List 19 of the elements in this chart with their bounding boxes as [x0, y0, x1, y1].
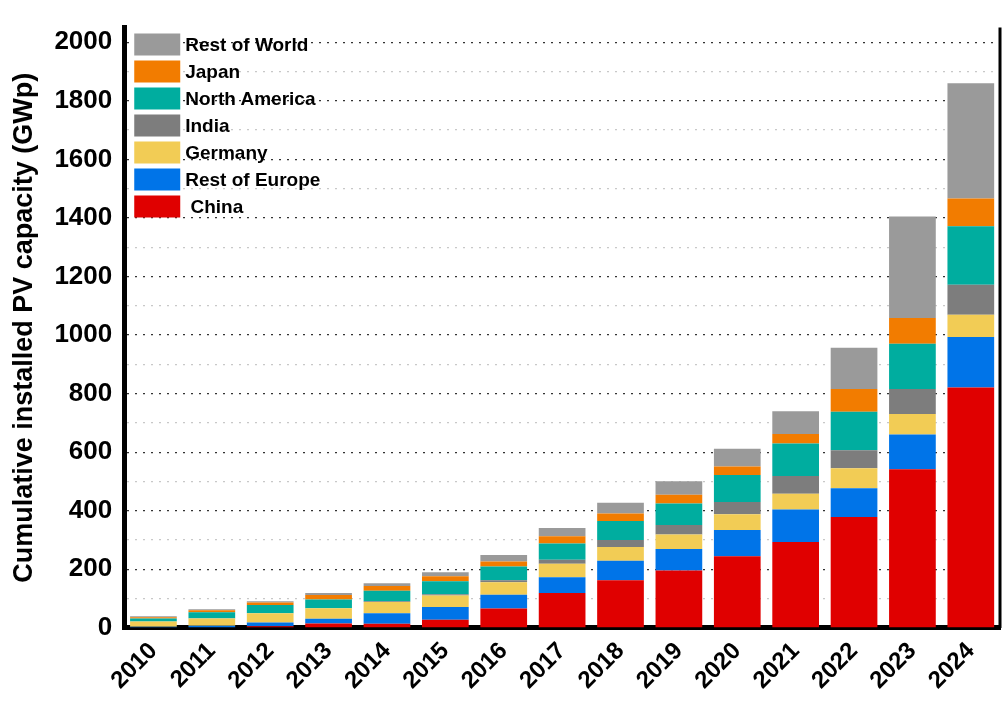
legend-label: China	[185, 195, 244, 217]
legend-label: India	[185, 114, 231, 136]
y-tick-label: 2000	[54, 25, 113, 56]
legend-label: Rest of World	[185, 33, 309, 55]
y-tick-label: 0	[97, 611, 113, 642]
y-tick-label: 800	[68, 376, 113, 407]
y-tick-label: 1400	[54, 201, 113, 232]
y-tick-label: 1800	[54, 83, 113, 114]
y-tick-label: 1600	[54, 142, 113, 173]
legend-label: Rest of Europe	[185, 168, 321, 190]
y-tick-label: 400	[68, 493, 113, 524]
y-tick-label: 1000	[54, 318, 113, 349]
y-axis-title: Cumulative installed PV capacity (GWp)	[7, 72, 38, 583]
legend-label: North America	[185, 87, 316, 109]
y-tick-label: 600	[68, 435, 113, 466]
legend-label: Japan	[185, 60, 241, 82]
legend-label: Germany	[185, 141, 269, 163]
y-tick-label: 200	[68, 552, 113, 583]
y-tick-label: 1200	[54, 259, 113, 290]
